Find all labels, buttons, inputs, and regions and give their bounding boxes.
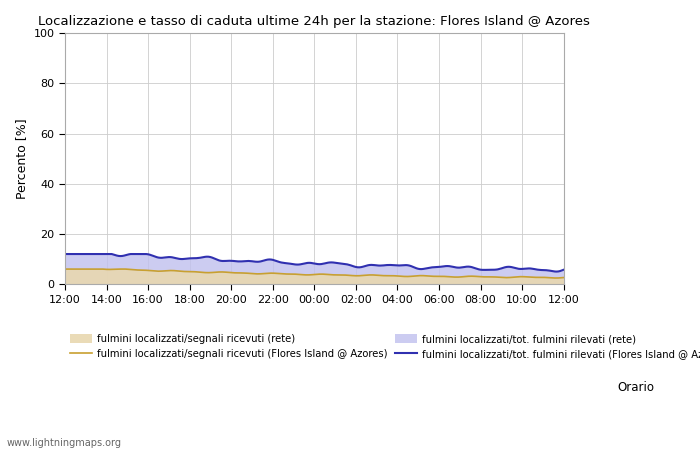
Title: Localizzazione e tasso di caduta ultime 24h per la stazione: Flores Island @ Azo: Localizzazione e tasso di caduta ultime …: [38, 15, 590, 28]
Text: www.lightningmaps.org: www.lightningmaps.org: [7, 438, 122, 448]
Text: Orario: Orario: [617, 382, 654, 394]
Legend: fulmini localizzati/segnali ricevuti (rete), fulmini localizzati/segnali ricevut: fulmini localizzati/segnali ricevuti (re…: [70, 334, 700, 359]
Y-axis label: Percento [%]: Percento [%]: [15, 118, 28, 199]
